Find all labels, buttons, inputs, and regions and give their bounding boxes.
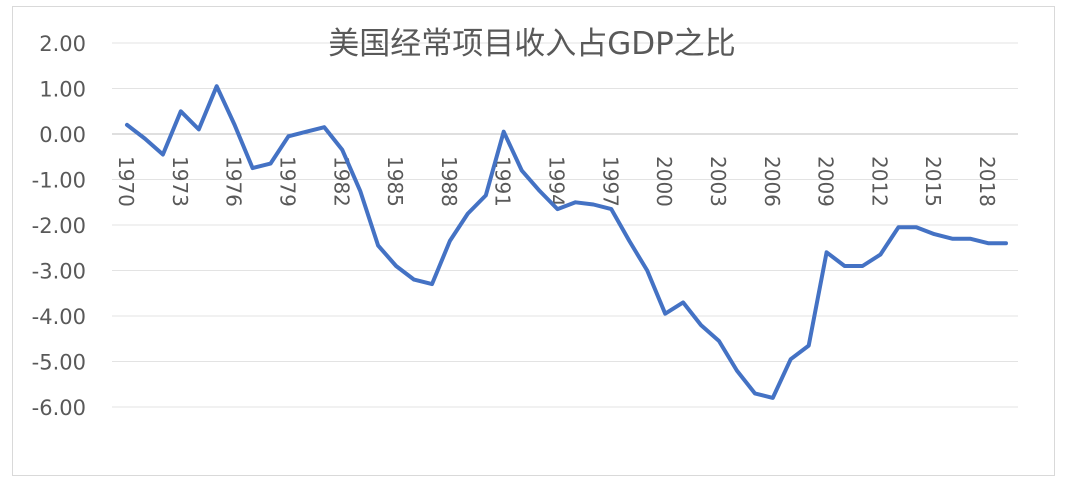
- x-tick-label: 1976: [222, 156, 246, 207]
- x-tick-label: 1973: [168, 156, 192, 207]
- y-tick-label: -2.00: [32, 214, 86, 238]
- y-axis-tick-labels: 2.00 1.00 0.00 -1.00 -2.00 -3.00 -4.00 -5.00 -6.…: [32, 32, 86, 420]
- x-tick-label: 2012: [867, 156, 891, 207]
- x-axis-tick-labels: 1970 1973 1976 1979 1982 1985 1988 1991 1994 1997…: [114, 156, 999, 207]
- x-tick-label: 1985: [383, 156, 407, 207]
- x-tick-label: 2015: [921, 156, 945, 207]
- chart-title: 美国经常项目收入占GDP之比: [328, 26, 736, 62]
- gridlines: [112, 42, 1018, 408]
- x-tick-label: 2009: [814, 156, 838, 207]
- y-tick-label: -4.00: [32, 305, 86, 329]
- y-tick-label: -1.00: [32, 169, 86, 193]
- chart-border: [12, 6, 1055, 476]
- y-tick-label: -6.00: [32, 396, 86, 420]
- y-tick-label: -5.00: [32, 351, 86, 375]
- series-line: [125, 84, 1008, 400]
- y-tick-label: -3.00: [32, 260, 86, 284]
- x-tick-label: 1979: [275, 156, 299, 207]
- x-tick-label: 1988: [437, 156, 461, 207]
- x-tick-label: 2018: [975, 156, 999, 207]
- x-tick-label: 2006: [760, 156, 784, 207]
- series-group: [125, 84, 1008, 400]
- x-tick-label: 2000: [652, 156, 676, 207]
- x-tick-label: 2003: [706, 156, 730, 207]
- x-tick-label: 1997: [598, 156, 622, 207]
- y-tick-label: 0.00: [39, 123, 86, 147]
- x-tick-label: 1970: [114, 156, 138, 207]
- y-tick-label: 1.00: [39, 78, 86, 102]
- y-tick-label: 2.00: [39, 32, 86, 56]
